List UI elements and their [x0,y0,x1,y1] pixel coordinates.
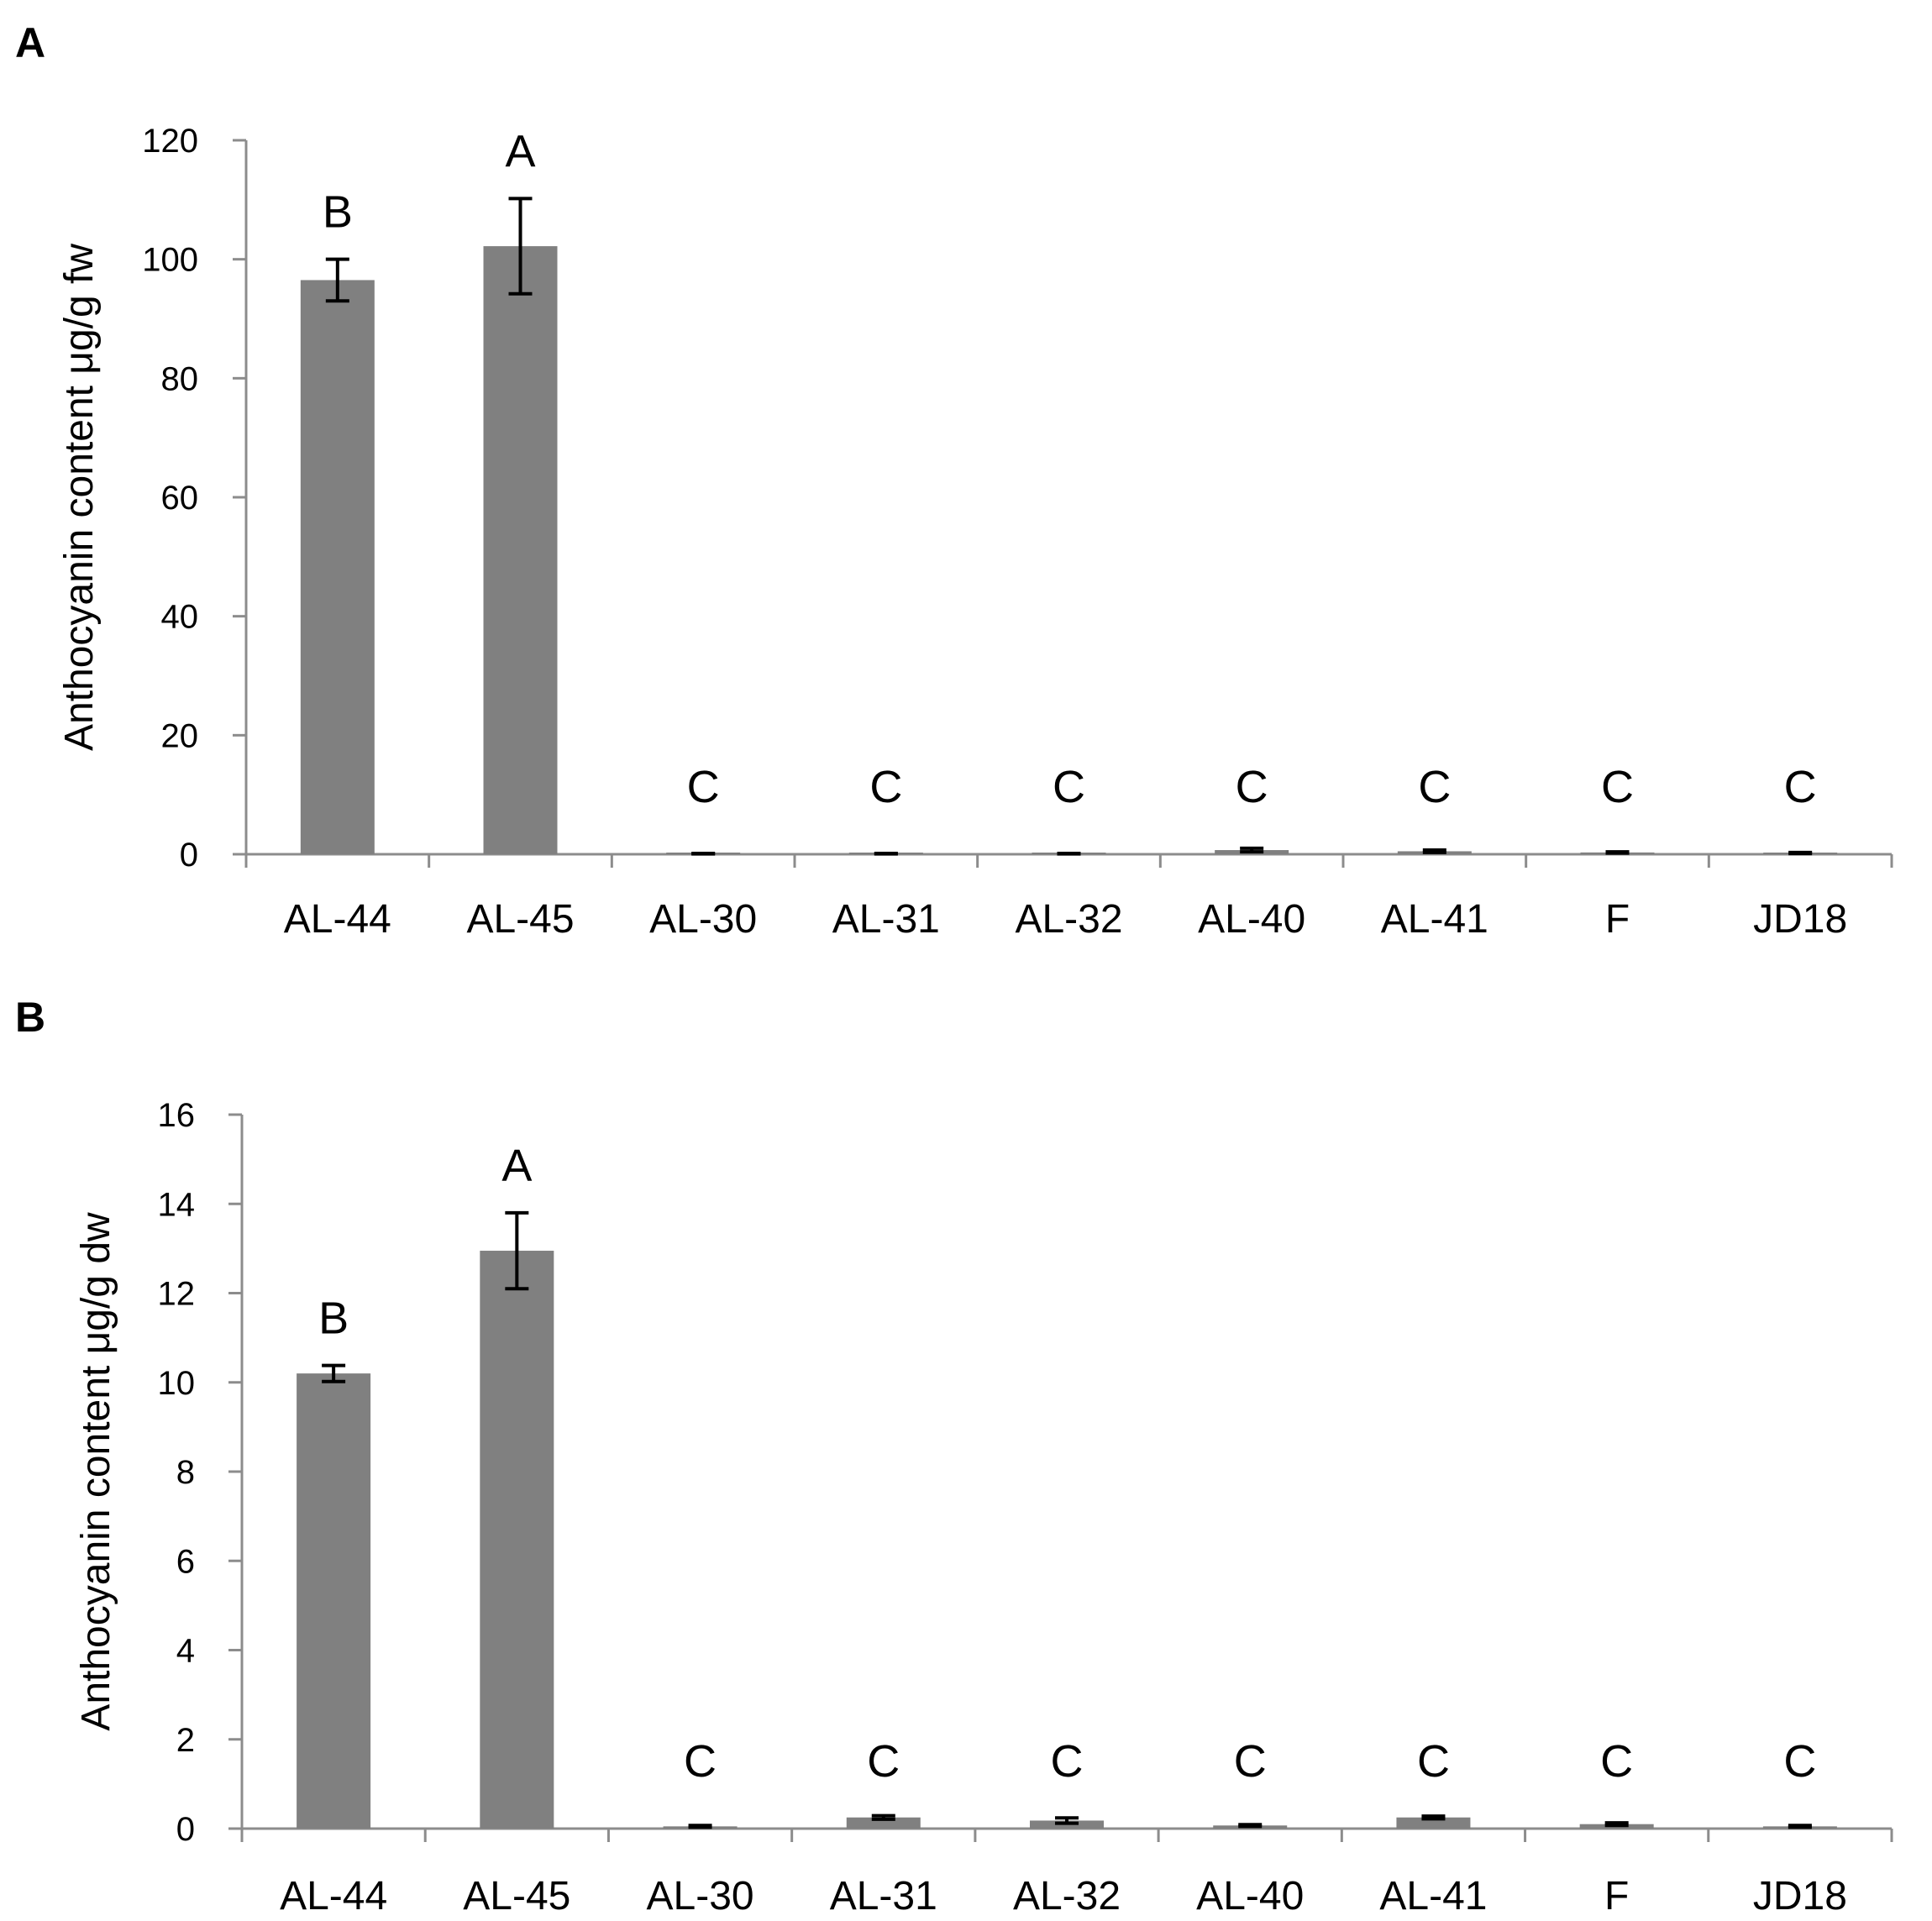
y-axis-title: Anthocyanin content μg/g dw [74,1212,118,1731]
bar-al-31 [846,1817,921,1829]
significance-letter: C [1418,762,1451,812]
x-tick-label: AL-30 [649,897,757,942]
bar-al-45 [480,1251,554,1829]
chart-a: 0 20 40 60 80 100 120 B AL-44 A AL-45 C AL-30 C AL-31 C… [57,123,1893,942]
significance-letter: C [1600,1736,1633,1787]
y-tick-label: 20 [161,717,199,754]
significance-letter: C [1601,762,1634,812]
significance-letter: C [1051,1736,1084,1787]
x-tick-label: F [1604,1874,1629,1918]
y-tick-label: 100 [142,242,198,279]
x-tick-label: AL-41 [1379,1874,1487,1918]
y-tick-label: 6 [176,1543,195,1580]
y-tick-label: 120 [142,123,198,160]
x-tick-label: AL-30 [647,1874,754,1918]
significance-letter: B [323,187,353,238]
y-tick-label: 10 [158,1365,196,1402]
x-tick-label: AL-45 [463,1874,570,1918]
x-tick-label: JD18 [1753,1874,1847,1918]
significance-letter: C [1234,1736,1267,1787]
significance-letter: C [1417,1736,1450,1787]
x-tick-label: AL-32 [1013,1874,1121,1918]
x-tick-label: AL-32 [1015,897,1122,942]
significance-letter: C [1784,762,1817,812]
significance-letter: C [867,1736,900,1787]
significance-letter: A [501,1141,532,1191]
y-tick-label: 12 [158,1276,196,1313]
y-tick-label: 4 [176,1633,195,1670]
y-tick-label: 0 [180,837,198,874]
bar-al-44 [297,1373,371,1829]
significance-letter: C [1236,762,1268,812]
significance-letter: C [869,762,902,812]
x-tick-label: AL-44 [280,1874,387,1918]
significance-letter: A [505,126,535,176]
bar-al-45 [483,246,558,854]
significance-letter: C [1783,1736,1816,1787]
panel-b-label: B [15,994,46,1041]
panel-a-label: A [15,19,46,66]
y-axis-title: Anthocyanin content μg/g fw [57,244,102,751]
x-tick-label: AL-40 [1198,897,1305,942]
chart-b: 0 2 4 6 8 10 12 14 16 B AL-44 A AL-45 C AL-30 C AL-31 C AL… [74,1097,1893,1918]
bar-al-41 [1396,1817,1471,1829]
x-tick-label: AL-44 [284,897,391,942]
y-tick-label: 0 [176,1811,195,1848]
x-tick-label: F [1605,897,1630,942]
x-tick-label: AL-31 [830,1874,937,1918]
x-tick-label: AL-41 [1381,897,1488,942]
significance-letter: C [684,1736,717,1787]
significance-letter: C [1053,762,1085,812]
y-tick-label: 2 [176,1722,195,1759]
bar-al-44 [300,280,375,854]
x-tick-label: JD18 [1753,897,1847,942]
x-tick-label: AL-45 [466,897,574,942]
y-tick-label: 16 [158,1097,196,1134]
y-tick-label: 60 [161,480,199,517]
y-tick-label: 40 [161,599,199,636]
y-tick-label: 14 [158,1186,196,1223]
y-tick-label: 8 [176,1454,195,1491]
significance-letter: B [318,1294,349,1344]
x-tick-label: AL-31 [832,897,940,942]
y-tick-label: 80 [161,360,199,397]
significance-letter: C [687,762,720,812]
x-tick-label: AL-40 [1196,1874,1304,1918]
